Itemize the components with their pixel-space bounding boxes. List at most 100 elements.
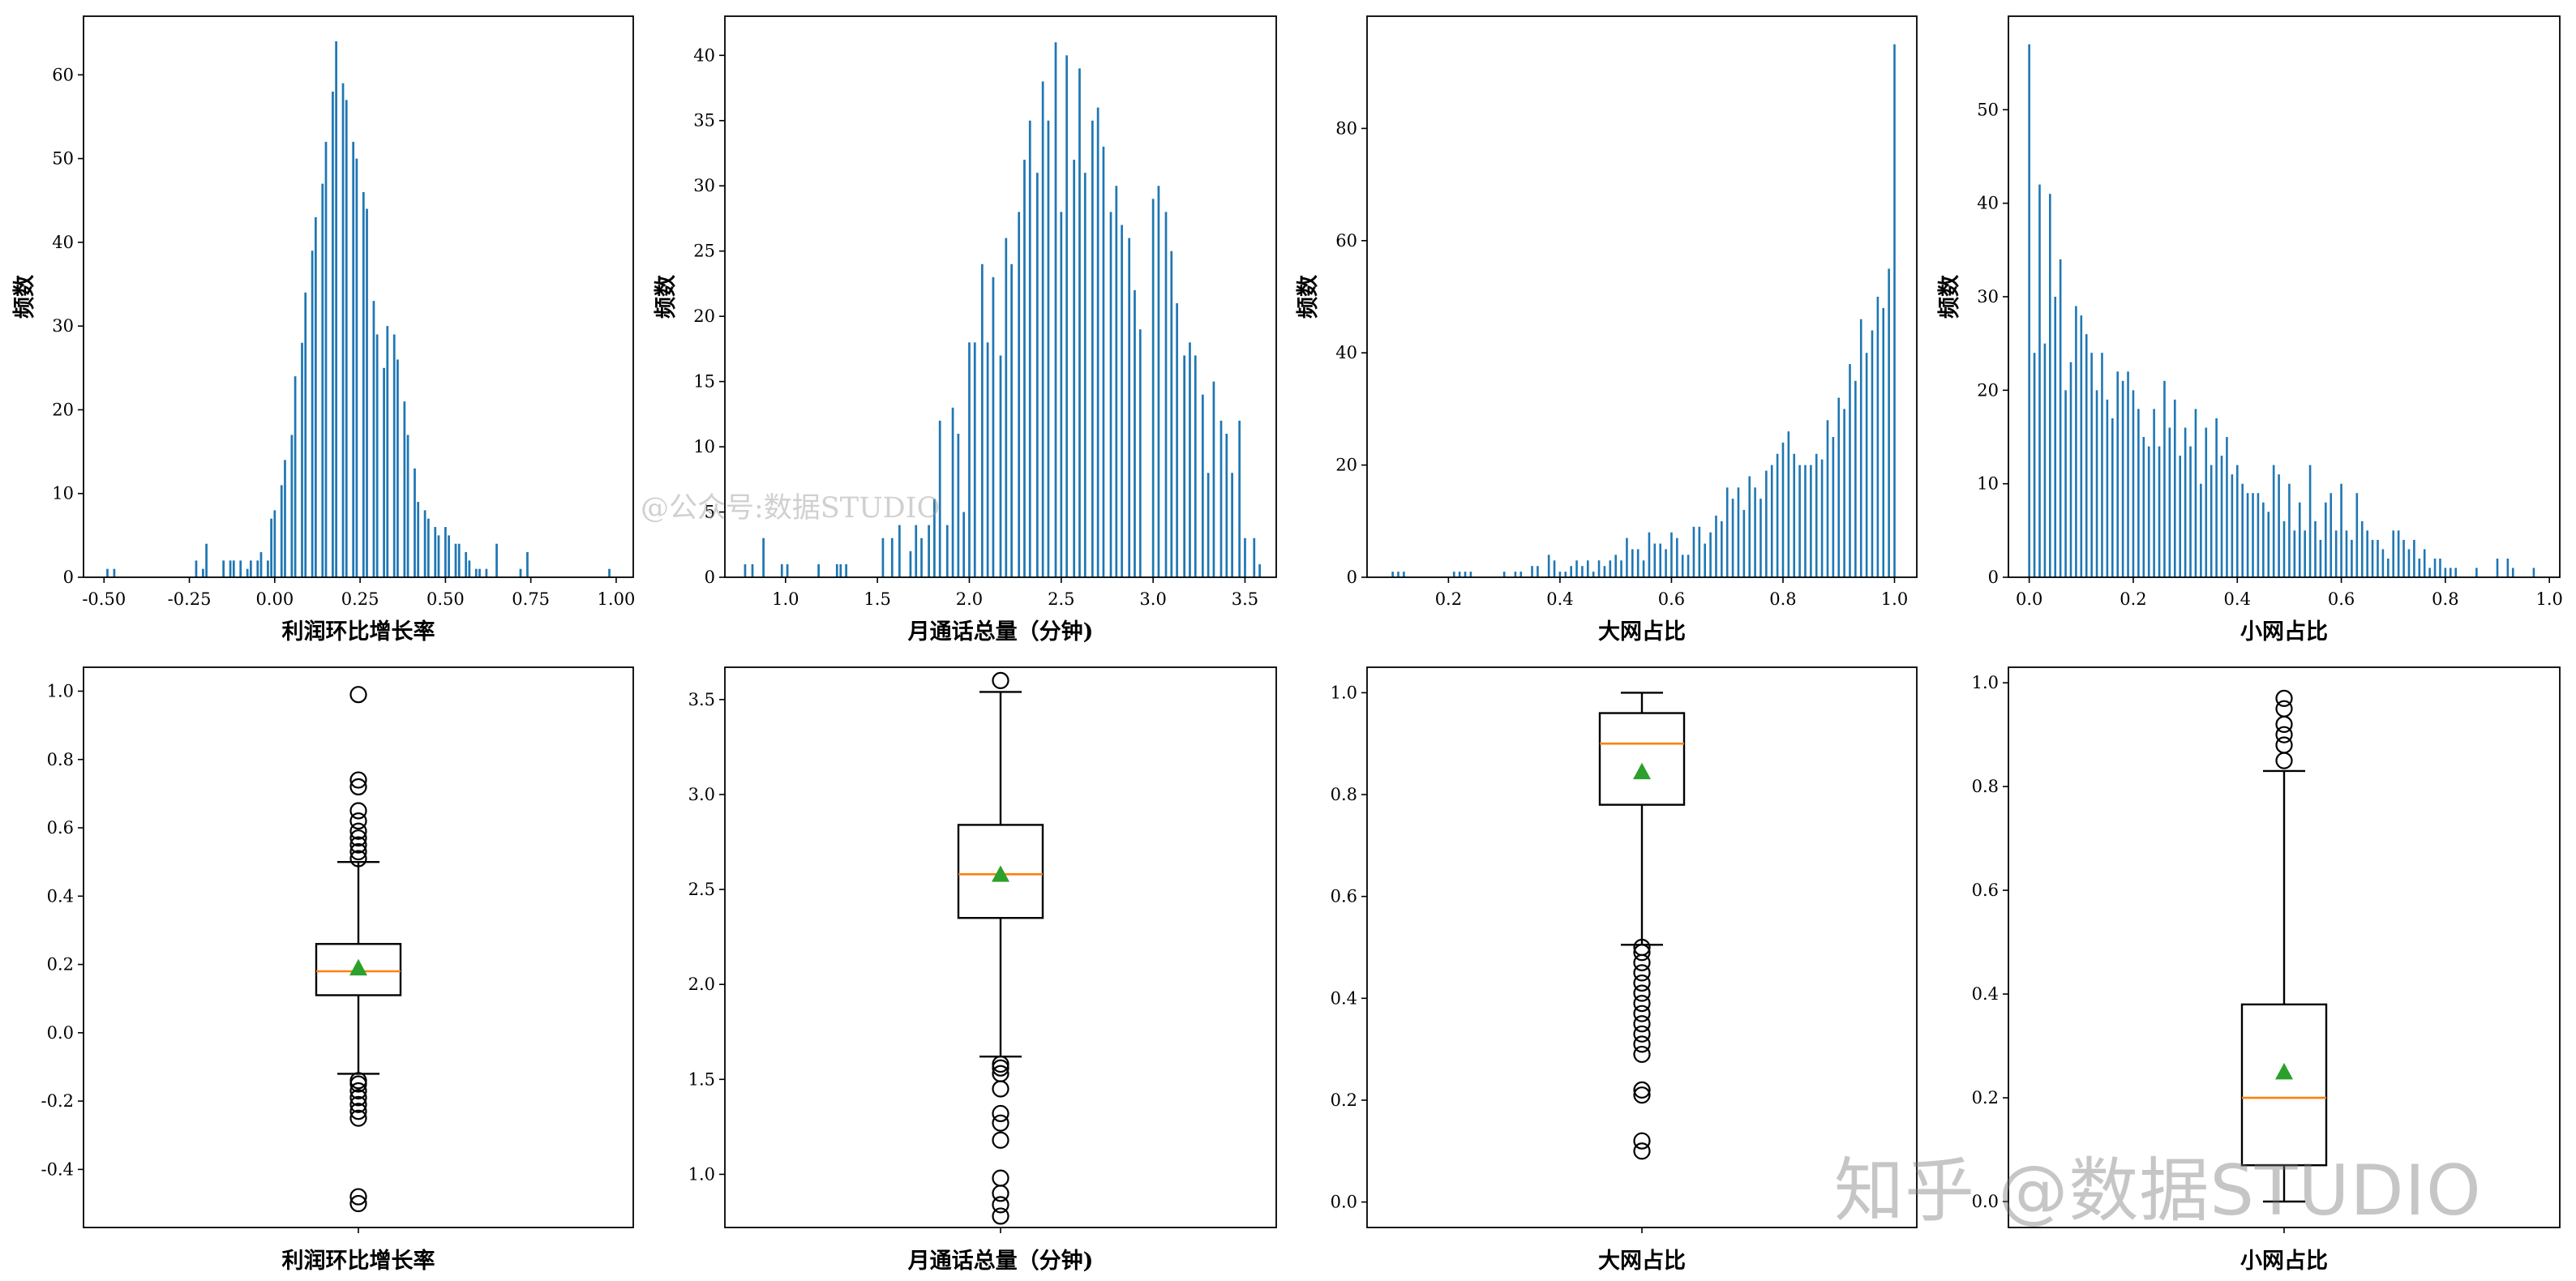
y-tick-label: 3.5 [688,690,715,709]
histogram-bar [1073,160,1076,577]
histogram-bar [2038,184,2041,577]
histogram-bar [2319,539,2322,577]
x-tick-label: -0.50 [82,589,126,609]
histogram-bar [608,568,611,577]
histogram-bar [1798,465,1801,577]
histogram-bar [2381,549,2385,577]
outlier-point [992,1131,1009,1149]
histogram-bar [898,525,901,577]
y-tick-label: 0 [1347,568,1357,587]
histogram-bar [1170,251,1173,577]
histogram-bar [304,292,307,577]
histogram-bar [1519,572,1523,577]
histogram-bar [1023,160,1026,577]
outlier-point [1633,1142,1651,1160]
histogram-bar [1452,572,1455,577]
histogram-bar [973,342,976,577]
histogram-bar [2433,558,2437,577]
x-tick-label: 0.4 [1546,589,1573,609]
x-axis-label: 大网占比 [1598,619,1686,645]
histogram-bar [485,568,488,577]
histogram-bar [2257,493,2260,577]
y-axis-label: 频数 [1937,274,1962,319]
histogram-bar [2205,427,2208,577]
histogram-bar [1570,566,1572,577]
histogram-bar [2413,539,2415,577]
histogram-bar [478,568,481,577]
y-tick-label: 60 [52,65,74,84]
histogram-bar [345,100,348,578]
histogram-bar [2194,409,2197,577]
outlier-point [349,771,367,789]
axes-frame [2008,666,2561,1228]
histogram-bar [1748,476,1751,577]
y-tick-label: 10 [52,484,74,503]
outlier-point [349,1072,367,1090]
x-tick-label: 0.2 [2120,589,2146,609]
outlier-point [992,1196,1009,1214]
outlier-point [992,1207,1009,1225]
histogram-bar [1238,420,1241,577]
histogram-bar [1770,465,1773,577]
histogram-bar [2043,343,2047,577]
histogram-bar [1403,572,1405,577]
y-tick-label: 40 [1977,194,1999,213]
x-tick-label: 0.00 [255,589,294,609]
x-tick-label: 1.0 [1881,589,1908,609]
histogram-bar [366,208,368,577]
histogram-bar [294,376,297,577]
x-tick-label: 2.0 [956,589,983,609]
x-tick-label: 0.8 [2432,589,2458,609]
histogram-bar [1134,289,1136,577]
histogram-bar [1575,560,1578,577]
histogram-bar [957,433,960,577]
histogram-bar [362,191,365,578]
outlier-point [1633,984,1651,1002]
histogram-bar [2475,568,2478,577]
outlier-point [992,1169,1009,1187]
y-tick-label: 20 [52,400,74,419]
y-tick-label: 1.5 [688,1069,715,1089]
outlier-point [992,1080,1009,1098]
histogram-bar [2121,380,2124,577]
y-tick-label: 15 [693,372,715,392]
histogram-bar [1781,442,1785,577]
histogram-bar [1826,420,1829,577]
y-tick-label: 0.0 [1972,1192,1999,1211]
histogram-bar [1882,307,1885,577]
histogram-bar [256,560,259,577]
histogram-bar [2179,456,2181,577]
histogram-bar [1737,487,1740,577]
x-tick-label: 1.5 [864,589,890,609]
x-axis-label: 月通话总量（分钟) [907,619,1094,645]
x-tick-label: 0.2 [1435,589,1462,609]
histogram-bar [321,183,324,577]
y-tick-label: 30 [52,316,74,336]
histogram-bar [2366,530,2368,577]
y-tick-label: 2.5 [688,880,715,899]
histogram-bar [474,568,478,577]
histogram-bar [1138,329,1142,577]
x-tick-label: 0.75 [512,589,550,609]
y-axis-label: 频数 [654,274,679,319]
histogram-bar [259,552,263,577]
histogram-bar [835,563,838,577]
histogram-bar [1759,499,1762,577]
y-tick-label: 1.0 [1331,683,1357,702]
outlier-point [1633,944,1651,962]
outlier-point [349,829,367,847]
histogram-bar [1715,515,1717,577]
histogram-bar [2200,483,2202,577]
histogram-bar [1035,173,1039,577]
histogram-bar [980,263,984,577]
histogram-bar [1804,465,1807,577]
outlier-point [1633,1081,1651,1099]
histogram-bar [2163,380,2166,577]
x-tick-label: 0.50 [426,589,465,609]
outlier-point [1633,994,1651,1013]
histogram-bar [270,518,272,577]
y-tick-label: 3.0 [688,785,715,804]
histogram-bar [1698,526,1701,577]
histogram-bar [2402,539,2405,577]
histogram-bar [1731,499,1734,577]
